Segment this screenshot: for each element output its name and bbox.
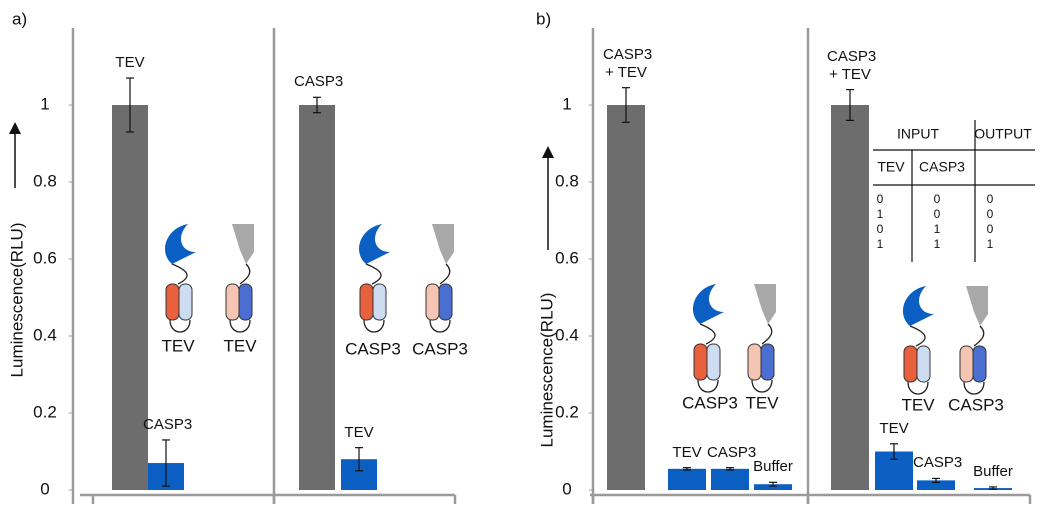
bar — [607, 105, 645, 490]
diagram-label: TEV — [745, 393, 779, 412]
diagram-label: CASP3 — [948, 395, 1004, 414]
table-cell: 0 — [934, 207, 941, 221]
error-bar — [989, 486, 997, 490]
table-cell: 0 — [877, 222, 884, 236]
bar — [112, 105, 148, 490]
enzyme-icon — [692, 283, 725, 393]
bar-label: Buffer — [753, 458, 793, 476]
bar-label: Buffer — [973, 462, 1013, 480]
y-tick-label: 1 — [40, 94, 49, 113]
table-cell: 0 — [877, 192, 884, 206]
y-tick-label: 1 — [562, 94, 571, 113]
bar-label: CASP3 — [913, 454, 963, 472]
error-bar — [846, 88, 854, 122]
diagram-label: CASP3 — [412, 339, 468, 358]
enzyme-icon — [164, 223, 197, 333]
bar-label: CASP3 + TEV — [827, 47, 877, 83]
bar-label: CASP3 — [707, 443, 757, 461]
bar-label: TEV — [879, 419, 909, 437]
y-tick-label: 0 — [40, 479, 49, 498]
error-bar — [355, 447, 363, 472]
diagram-label: TEV — [161, 336, 195, 355]
bar — [831, 105, 869, 490]
bar-label: TEV — [115, 54, 145, 72]
bar — [917, 480, 955, 490]
diagram-label: TEV — [901, 395, 935, 414]
enzyme-icon — [225, 223, 255, 333]
bar — [299, 105, 335, 490]
y-tick-label: 0 — [562, 479, 571, 498]
enzyme-icon — [959, 285, 989, 395]
bar — [668, 468, 706, 490]
y-tick-label: 0.4 — [33, 325, 57, 344]
error-bar — [890, 443, 898, 460]
diagram-label: CASP3 — [682, 393, 738, 412]
y-axis-label: Luminescence(RLU) — [7, 223, 26, 378]
diagram-label: CASP3 — [345, 339, 401, 358]
y-tick-label: 0.6 — [555, 248, 579, 267]
y-tick-label: 0.8 — [555, 171, 579, 190]
table-header: INPUT — [897, 126, 939, 142]
bar-label: TEV — [672, 443, 702, 461]
enzyme-icon — [425, 223, 455, 333]
table-cell: 1 — [934, 222, 941, 236]
bar — [754, 484, 792, 490]
enzyme-icon — [902, 285, 935, 395]
y-tick-label: 0.2 — [555, 402, 579, 421]
panel-label: b) — [536, 9, 551, 28]
table-cell: 0 — [987, 222, 994, 236]
enzyme-icon — [747, 283, 777, 393]
y-tick-label: 0.4 — [555, 325, 579, 344]
error-bar — [162, 439, 170, 487]
y-tick-label: 0.2 — [33, 402, 57, 421]
bar — [711, 468, 749, 490]
diagram-label: TEV — [223, 336, 257, 355]
y-tick-label: 0.6 — [33, 248, 57, 267]
table-header: OUTPUT — [974, 126, 1032, 142]
table-header: CASP3 — [919, 159, 965, 175]
truth-table: INPUT OUTPUT TEV CASP3 0 0 01 0 00 1 01 1 1 — [873, 120, 1035, 262]
error-bar — [683, 467, 691, 471]
table-cell: 0 — [934, 192, 941, 206]
enzyme-icon — [358, 223, 391, 333]
table-cell: 1 — [877, 207, 884, 221]
error-bar — [769, 481, 777, 487]
table-cell: 0 — [987, 207, 994, 221]
bar-label: CASP3 + TEV — [603, 45, 653, 81]
table-cell: 0 — [987, 192, 994, 206]
error-bar — [726, 467, 734, 471]
table-cell: 1 — [987, 237, 994, 251]
error-bar — [126, 77, 134, 133]
bar-label: CASP3 — [294, 73, 344, 91]
panel-label: a) — [12, 9, 27, 28]
bar-label: CASP3 — [143, 415, 193, 433]
y-tick-label: 0.8 — [33, 171, 57, 190]
table-header: TEV — [877, 159, 905, 175]
table-cell: 1 — [877, 237, 884, 251]
error-bar — [622, 87, 630, 123]
bar-label: TEV — [344, 423, 374, 441]
y-axis-label: Luminescence(RLU) — [537, 293, 556, 448]
table-cell: 1 — [934, 237, 941, 251]
error-bar — [932, 477, 940, 483]
error-bar — [313, 96, 321, 114]
